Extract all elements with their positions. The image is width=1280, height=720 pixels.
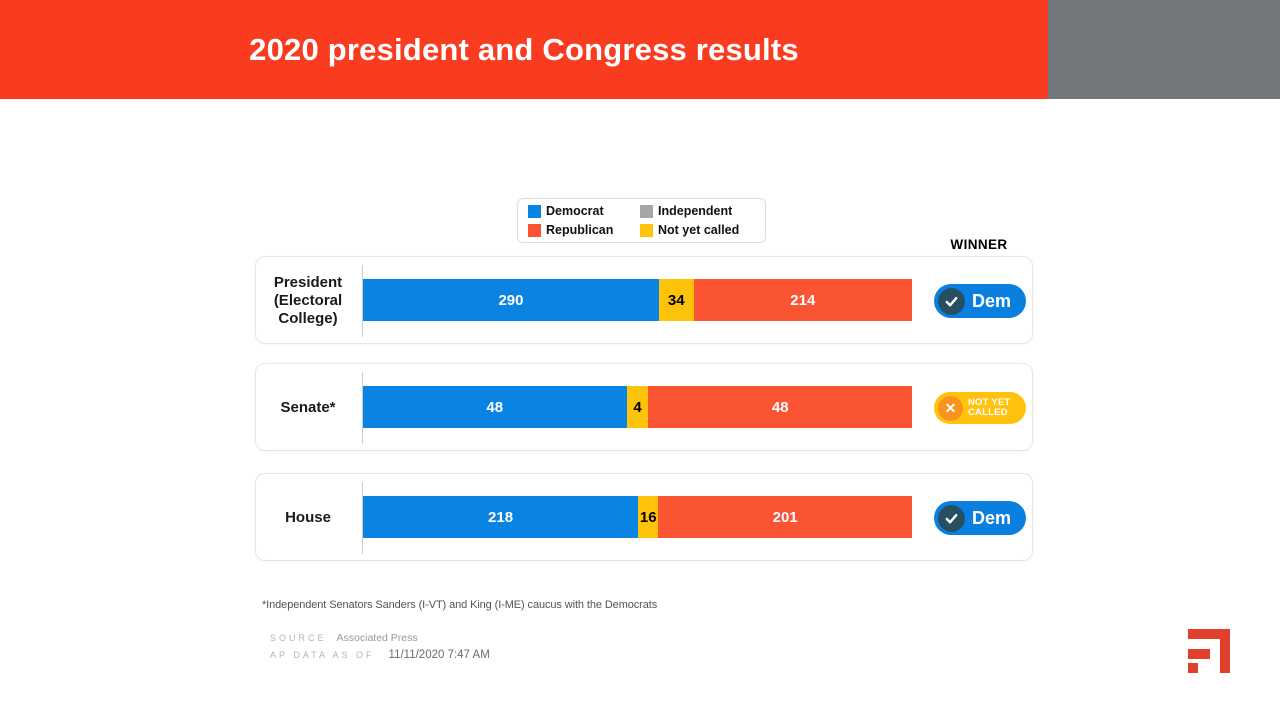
bar-segment-not_yet_called: 16 xyxy=(638,496,659,538)
bar-segment-value: 48 xyxy=(486,398,504,416)
data-as-of-line: AP DATA AS OF 11/11/2020 7:47 AM xyxy=(270,649,490,661)
legend-label: Republican xyxy=(546,223,614,237)
page-title: 2020 president and Congress results xyxy=(249,32,799,67)
bar-segment-not_yet_called: 34 xyxy=(658,279,694,321)
bar-segment-value: 218 xyxy=(488,508,514,526)
axis-line xyxy=(362,482,363,554)
legend-swatch-not_yet_called xyxy=(640,223,653,237)
row-category-label: House xyxy=(285,509,331,526)
legend-label: Independent xyxy=(658,204,733,218)
result-row-house: House 218 16 201 Dem xyxy=(255,473,1033,561)
bar-segment-value: 201 xyxy=(772,508,798,526)
bar-segment-value: 4 xyxy=(633,398,642,416)
legend-label: Not yet called xyxy=(658,223,740,237)
legend-label: Democrat xyxy=(546,204,604,218)
check-icon xyxy=(938,504,965,532)
winner-badge-label: Dem xyxy=(972,290,1012,311)
row-category-label: President (Electoral College) xyxy=(273,274,343,327)
source-value: Associated Press xyxy=(336,632,418,644)
footnote: *Independent Senators Sanders (I-VT) and… xyxy=(262,599,658,611)
check-icon xyxy=(938,287,965,315)
bar-segment-democrat: 290 xyxy=(363,279,659,321)
winner-badge-dem: Dem xyxy=(934,284,1026,318)
legend-swatch-republican xyxy=(528,223,541,237)
winner-badge-not-yet-called: ✕ NOT YET CALLED xyxy=(934,392,1026,424)
source-line: SOURCE Associated Press xyxy=(270,632,418,644)
bar-segment-democrat: 48 xyxy=(363,386,627,428)
winner-badge-label: NOT YET CALLED xyxy=(968,396,1011,418)
source-label: SOURCE xyxy=(270,633,327,643)
data-as-of-label: AP DATA AS OF xyxy=(270,650,375,660)
legend-swatch-democrat xyxy=(528,204,541,218)
result-row-president-electoral-college: President (Electoral College) 290 34 214 Dem xyxy=(255,256,1033,344)
bar-track: 218 16 201 xyxy=(363,496,912,538)
x-icon: ✕ xyxy=(938,395,963,421)
bar-segment-value: 48 xyxy=(771,398,789,416)
bar-segment-not_yet_called: 4 xyxy=(626,386,649,428)
bar-segment-value: 34 xyxy=(667,291,685,309)
bar-segment-democrat: 218 xyxy=(363,496,639,538)
winner-column-heading: WINNER xyxy=(950,237,1008,252)
bar-segment-republican: 48 xyxy=(648,386,912,428)
winner-badge-dem: Dem xyxy=(934,501,1026,535)
winner-badge-label: Dem xyxy=(972,507,1012,528)
header-bar xyxy=(0,0,1048,99)
result-row-senate: Senate* 48 4 48 ✕ NOT YET CALLED xyxy=(255,363,1033,451)
bar-track: 48 4 48 xyxy=(363,386,912,428)
bar-segment-republican: 214 xyxy=(693,279,912,321)
bar-track: 290 34 214 xyxy=(363,279,912,321)
legend-item-not_yet_called: Not yet called xyxy=(640,222,755,238)
legend: Democrat Independent Republican Not yet cal… xyxy=(517,198,766,243)
bar-segment-value: 16 xyxy=(639,508,657,526)
data-as-of-value: 11/11/2020 7:47 AM xyxy=(388,649,490,661)
axis-line xyxy=(362,372,363,444)
corner-bars-logo-icon xyxy=(1188,629,1230,673)
row-category-label: Senate* xyxy=(280,399,336,416)
bar-segment-value: 290 xyxy=(498,291,524,309)
header-gray-box xyxy=(1048,0,1280,99)
bar-segment-value: 214 xyxy=(790,291,816,309)
legend-swatch-independent xyxy=(640,204,653,218)
legend-item-independent: Independent xyxy=(640,203,755,219)
bar-segment-republican: 201 xyxy=(658,496,912,538)
legend-item-democrat: Democrat xyxy=(528,203,640,219)
axis-line xyxy=(362,265,363,337)
legend-item-republican: Republican xyxy=(528,222,640,238)
